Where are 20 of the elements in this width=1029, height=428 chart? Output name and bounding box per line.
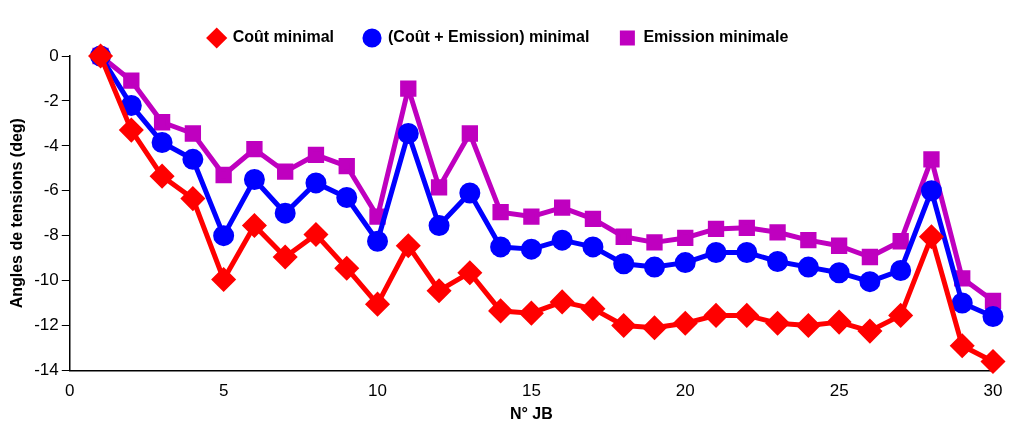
y-tick-label: -8 <box>43 225 59 245</box>
x-tick-label: 0 <box>65 381 75 401</box>
legend-label: Emission minimale <box>643 28 789 46</box>
y-tick-label: -6 <box>43 180 59 200</box>
x-tick-label: 20 <box>675 381 695 401</box>
y-tick-label: 0 <box>49 45 59 65</box>
x-tick-label: 30 <box>983 381 1003 401</box>
y-tick-label: -10 <box>34 270 59 290</box>
y-tick-label: -4 <box>43 135 59 155</box>
x-tick-label: 25 <box>829 381 849 401</box>
y-tick-label: -2 <box>43 90 59 110</box>
legend-label: (Coût + Emission) minimal <box>388 28 590 46</box>
x-tick-label: 15 <box>521 381 541 401</box>
x-tick-label: 5 <box>218 381 229 401</box>
x-axis-title: N° JB <box>509 404 553 422</box>
y-axis-title: Angles de tensions (deg) <box>8 118 26 309</box>
x-tick-label: 10 <box>368 381 387 401</box>
y-tick-label: -12 <box>34 315 59 335</box>
legend-label: Coût minimal <box>232 28 335 46</box>
y-tick-label: -14 <box>34 360 59 380</box>
